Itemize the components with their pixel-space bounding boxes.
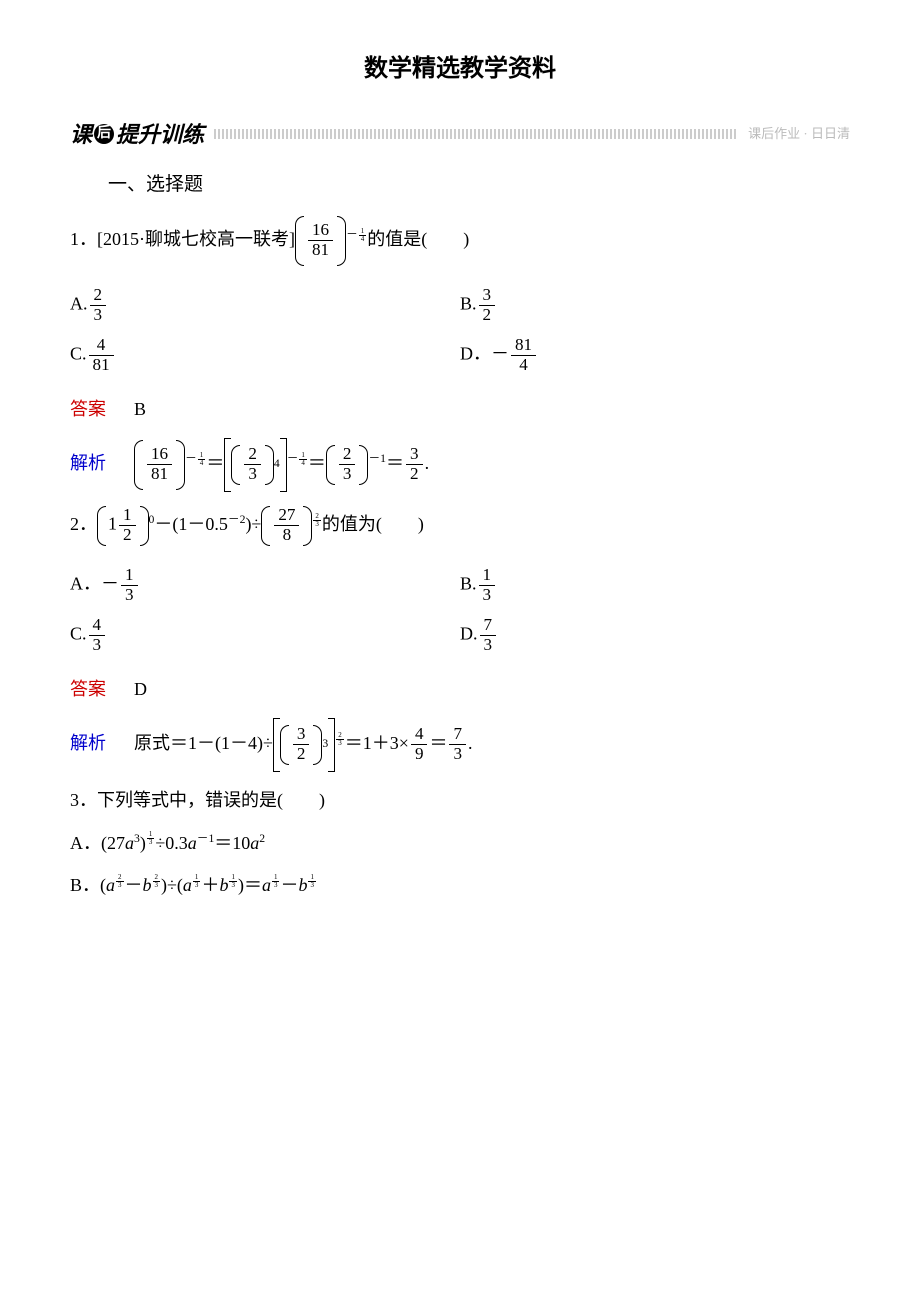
q1-options: A.23 B.32 C.481 D．－814 [70, 280, 850, 381]
question-3: 3．下列等式中，错误的是( ) [70, 786, 850, 815]
q2-t2-paren: 278 [261, 506, 312, 546]
q1-s3-paren: 23 [326, 445, 369, 485]
q2-opt-b: B.13 [460, 566, 850, 605]
q1-opt-b: B.32 [460, 286, 850, 325]
q2-answer: 答案 D [70, 675, 850, 704]
question-2: 2．1120－(1－0.5－2)÷27823的值为( ) [70, 506, 850, 546]
answer-label: 答案 [70, 399, 106, 419]
q1-suffix: 的值是( ) [367, 229, 469, 249]
q1-s1-paren: 1681 [134, 440, 185, 490]
q1-opt-a: A.23 [70, 286, 460, 325]
q2-opt-d: D.73 [460, 616, 850, 655]
question-1: 1．[2015·聊城七校高一联考] 1681 －14的值是( ) [70, 216, 850, 266]
q1-exp: －14 [346, 228, 367, 241]
q2-bracket: 323 [273, 718, 335, 772]
q1-s2-bracket: 234 [224, 438, 286, 492]
q2-answer-value: D [134, 679, 147, 699]
q2-options: A．－13 B.13 C.43 D.73 [70, 560, 850, 661]
q2-opt-c: C.43 [70, 616, 460, 655]
section-header: 一、选择题 [70, 170, 850, 200]
answer-label: 答案 [70, 679, 106, 699]
banner-left: 课 后 提升训练 [70, 117, 204, 152]
q1-paren: 1681 [295, 216, 346, 266]
q1-prefix: 1．[2015·聊城七校高一联考] [70, 229, 295, 249]
q2-t1-paren: 112 [97, 506, 149, 546]
q1-analysis: 解析 1681－14＝234－14＝23－1＝32. [70, 438, 850, 492]
banner-suffix: 提升训练 [116, 117, 204, 152]
q1-answer-value: B [134, 399, 146, 419]
q1-frac: 1681 [308, 221, 333, 260]
q1-answer: 答案 B [70, 395, 850, 424]
q2-opt-a: A．－13 [70, 566, 460, 605]
analysis-label: 解析 [70, 733, 106, 753]
q1-opt-d: D．－814 [460, 336, 850, 375]
banner: 课 后 提升训练 课后作业 · 日日清 [70, 118, 850, 150]
banner-prefix: 课 [70, 117, 92, 152]
page-title: 数学精选教学资料 [70, 50, 850, 88]
banner-right: 课后作业 · 日日清 [748, 124, 850, 145]
analysis-label: 解析 [70, 453, 106, 473]
q3-opt-a: A．(27a3)13÷0.3a－1＝10a2 [70, 829, 850, 858]
banner-bar [214, 129, 738, 139]
banner-circle: 后 [94, 124, 114, 144]
q3-opt-b: B．(a23－b23)÷(a13＋b13)＝a13－b13 [70, 871, 850, 900]
q1-opt-c: C.481 [70, 336, 460, 375]
q2-analysis: 解析 原式＝1－(1－4)÷32323＝1＋3×49＝73. [70, 718, 850, 772]
